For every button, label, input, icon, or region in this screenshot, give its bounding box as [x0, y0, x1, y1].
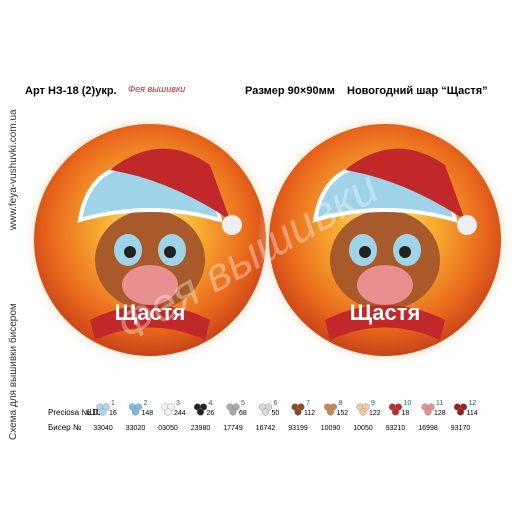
bead-code: 93210	[386, 425, 406, 432]
bead-code: 33020	[126, 425, 146, 432]
bead-number: 6	[274, 400, 278, 407]
bead-number: 5	[241, 400, 245, 407]
bead-code: 93199	[288, 425, 308, 432]
bead-swatch	[359, 408, 367, 416]
bead-number: 4	[209, 400, 213, 407]
bead-number: 8	[339, 400, 343, 407]
bead-code: 16998	[418, 425, 438, 432]
bead-code: 23980	[191, 425, 211, 432]
bead-swatch	[326, 408, 335, 416]
bead-code: 33040	[93, 425, 113, 432]
bead-swatch	[229, 408, 237, 416]
bead-code: 10090	[321, 425, 341, 432]
bead-count: 114	[467, 410, 478, 417]
product-title: Новогодний шар “Щастя”	[347, 85, 488, 97]
bead-count: 148	[142, 410, 154, 417]
bead-count: 50	[272, 410, 280, 417]
bead-swatch	[424, 408, 432, 416]
bead-number: 9	[371, 400, 375, 407]
bead-swatch	[164, 408, 172, 416]
bead-number: 1	[111, 400, 115, 407]
brand-logo: Фея вышивки	[128, 84, 185, 94]
bead-number: 12	[469, 400, 477, 407]
bead-number: 7	[306, 400, 310, 407]
bead-code: 03050	[158, 425, 178, 432]
bead-code: 17749	[223, 425, 243, 432]
ornament-label: Щастя	[115, 300, 186, 325]
bead-swatch	[456, 408, 465, 416]
size: Размер 90×90мм	[245, 85, 335, 97]
legend-label: ШТ.	[87, 408, 101, 417]
bead-count: 152	[337, 410, 349, 417]
bead-code: 16742	[256, 425, 276, 432]
bead-count: 18	[402, 410, 410, 417]
bead-count: 16	[109, 410, 117, 417]
legend-label: Preciosa № 10	[48, 408, 102, 417]
bead-swatch	[99, 408, 107, 416]
bead-number: 10	[404, 400, 412, 407]
bead-number: 3	[176, 400, 180, 407]
bead-swatch	[196, 408, 205, 416]
bead-count: 244	[174, 410, 186, 417]
bead-code: 93170	[451, 425, 471, 432]
bead-swatch	[294, 408, 302, 416]
bead-count: 128	[434, 410, 446, 417]
bead-swatch	[391, 408, 400, 416]
bead-count: 112	[304, 410, 315, 417]
bead-swatch	[261, 408, 270, 416]
website: www.feya-vushuvki.com.ua	[8, 109, 19, 231]
bead-number: 2	[144, 400, 148, 407]
scheme-caption: Схема для вышивки бисером	[7, 303, 19, 440]
bead-count: 122	[369, 410, 381, 417]
ornament-label: Щастя	[350, 300, 421, 325]
bead-count: 68	[239, 410, 247, 417]
bead-swatch	[131, 408, 140, 416]
bead-count: 26	[207, 410, 215, 417]
ornament: Щастя	[255, 110, 515, 370]
article: Арт НЗ-18 (2)укр.	[25, 85, 117, 97]
bead-code: 10050	[353, 425, 373, 432]
bead-number: 11	[436, 400, 443, 407]
legend-label: Бисер №	[48, 423, 82, 432]
ornament: Щастя	[20, 110, 280, 370]
